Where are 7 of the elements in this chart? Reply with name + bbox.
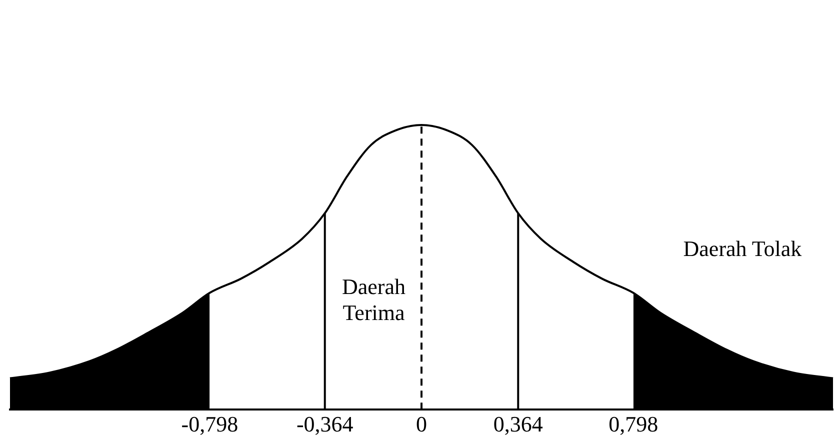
annotation: Daerah Tolak [683,236,802,262]
x-tick-label: -0,798 [181,412,238,437]
x-tick-label: 0,798 [608,412,658,437]
x-tick-label: 0 [416,412,427,437]
x-tick-label: 0,364 [493,412,543,437]
x-tick-label: -0,364 [296,412,354,437]
annotation: Daerah Terima [342,274,406,326]
